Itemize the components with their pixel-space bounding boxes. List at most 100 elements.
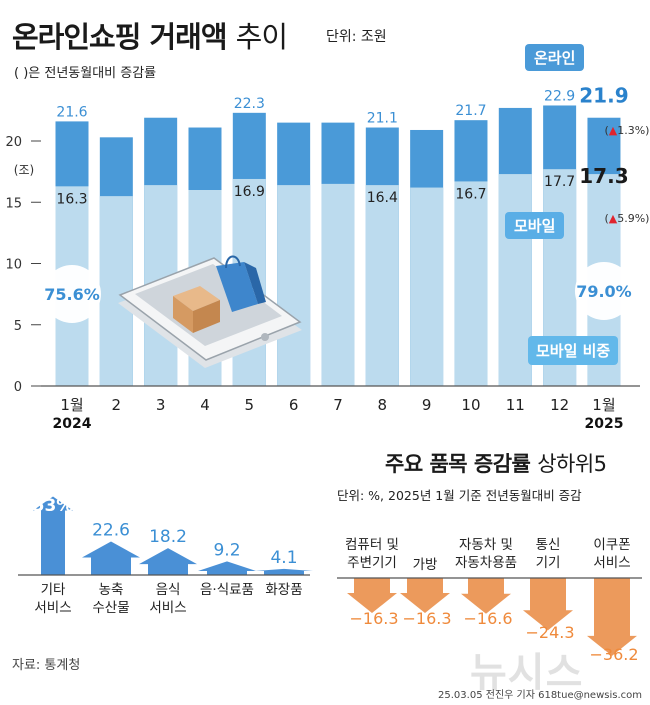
y-tick-label: 10 — [5, 258, 22, 273]
down-value-label: −36.2 — [589, 645, 638, 664]
bag-side — [244, 262, 266, 304]
phone-button — [261, 333, 269, 341]
x-tick-label: 7 — [333, 396, 343, 414]
down-arrow-bar — [523, 578, 573, 631]
change-note: ( )은 전년동월대비 증감률 — [14, 66, 157, 81]
year-label: 2024 — [53, 416, 92, 432]
online-value-label: 21.7 — [455, 103, 486, 119]
mobile-value-label: 17.3 — [579, 164, 628, 188]
up-category-label: 음·식료품 — [200, 582, 254, 598]
mobile-bar — [498, 174, 532, 386]
down-category-label: 컴퓨터 및 — [345, 537, 399, 553]
down-category-label: 이쿠폰 — [593, 537, 630, 553]
up-category-label: 서비스 — [149, 600, 186, 616]
online-value-label: 21.1 — [367, 111, 398, 127]
down-value-label: −16.6 — [463, 609, 512, 628]
credit-label: 25.03.05 전진우 기자 618tue@newsis.com — [438, 690, 642, 701]
down-category-label: 자동차용품 — [455, 555, 517, 571]
y-tick-label: 15 — [5, 196, 22, 211]
up-value-label: 9.2 — [213, 540, 240, 560]
x-tick-label: 11 — [506, 396, 525, 414]
down-value-label: −16.3 — [402, 609, 451, 628]
up-value-label: 22.6 — [92, 521, 130, 541]
x-tick-label: 12 — [550, 396, 569, 414]
x-tick-label: 9 — [422, 396, 432, 414]
box-top — [173, 286, 220, 311]
online-value-label: 22.9 — [544, 88, 575, 104]
x-tick-label: 4 — [200, 396, 210, 414]
watermark: 뉴시스 — [470, 650, 584, 696]
down-value-label: −24.3 — [525, 623, 574, 642]
mobile-change-label: (▲5.9%) — [604, 212, 649, 225]
x-tick-label: 5 — [245, 396, 255, 414]
down-arrow-bar — [400, 578, 450, 614]
up-value-label: 53% — [33, 496, 74, 516]
up-category-label: 화장품 — [265, 582, 302, 598]
up-value-label: 4.1 — [270, 548, 297, 568]
mobile-value-label: 16.7 — [455, 186, 486, 202]
mobile-share-last-circle — [574, 262, 633, 320]
online-value-label: 22.3 — [234, 96, 265, 112]
up-category-label: 음식 — [156, 582, 181, 598]
x-tick-label: 1월 — [592, 396, 615, 414]
online-value-label: 21.6 — [56, 104, 87, 120]
up-arrow-bar — [82, 541, 140, 575]
up-value-label: 18.2 — [149, 527, 187, 547]
up-category-label: 수산물 — [92, 600, 129, 616]
x-tick-label: 2 — [112, 396, 122, 414]
down-category-label: 통신 — [536, 537, 561, 553]
box-left — [173, 296, 193, 333]
y-tick-label: 0 — [14, 380, 22, 395]
down-category-label: 자동차 및 — [459, 537, 513, 553]
mobile-bar — [410, 187, 444, 386]
legend-mobile: 모바일 — [505, 212, 565, 239]
y-tick-label: 5 — [14, 319, 22, 334]
mobile-bar — [365, 185, 399, 386]
legend-online: 온라인 — [525, 44, 585, 71]
up-category-label: 서비스 — [34, 600, 71, 616]
mobile-bar — [277, 185, 311, 386]
down-category-label: 서비스 — [593, 555, 630, 571]
down-arrow-bar — [587, 578, 637, 656]
mobile-value-label: 16.9 — [234, 184, 265, 200]
down-arrow-bar — [461, 578, 511, 614]
up-category-label: 농축 — [99, 582, 124, 598]
down-category-label: 가방 — [413, 557, 438, 573]
box-right — [193, 300, 220, 333]
down-arrow-bar — [347, 578, 397, 614]
down-value-label: −16.3 — [349, 609, 398, 628]
page-title: 온라인쇼핑 거래액 추이 — [12, 20, 288, 54]
mobile-value-label: 16.3 — [56, 191, 87, 207]
x-tick-label: 8 — [378, 396, 388, 414]
bag-handle — [225, 255, 241, 269]
mobile-share-first-circle — [43, 265, 101, 323]
source-label: 자료: 통계청 — [12, 658, 81, 673]
y-axis-label: (조) — [14, 163, 34, 177]
phone-shopping-illustration — [118, 255, 302, 368]
up-arrow-bar — [198, 561, 256, 575]
up-arrow-bar — [255, 568, 313, 575]
mobile-value-label: 16.4 — [367, 190, 398, 206]
mobile-share-last: 79.0% — [576, 282, 632, 301]
mobile-bar — [99, 196, 133, 386]
y-tick-label: 20 — [5, 135, 22, 150]
online-change-label: (▲1.3%) — [604, 124, 649, 137]
mobile-bar — [454, 181, 488, 386]
bag-front — [216, 262, 258, 312]
year-label: 2025 — [584, 416, 623, 432]
x-tick-label: 6 — [289, 396, 299, 414]
mobile-share-first: 75.6% — [44, 285, 100, 304]
down-category-label: 기기 — [536, 555, 561, 571]
x-tick-label: 1월 — [60, 396, 83, 414]
mobile-value-label: 17.7 — [544, 174, 575, 190]
mobile-bar — [321, 183, 355, 386]
up-arrow-bar — [139, 548, 197, 575]
legend-mobile-share: 모바일 비중 — [528, 336, 619, 365]
up-arrow-bar — [33, 496, 73, 575]
section2-title: 주요 품목 증감률 상하위5 — [385, 452, 607, 476]
online-value-label: 21.9 — [579, 84, 628, 108]
up-category-label: 기타 — [41, 582, 66, 598]
down-category-label: 주변기기 — [347, 555, 397, 571]
x-tick-label: 3 — [156, 396, 166, 414]
